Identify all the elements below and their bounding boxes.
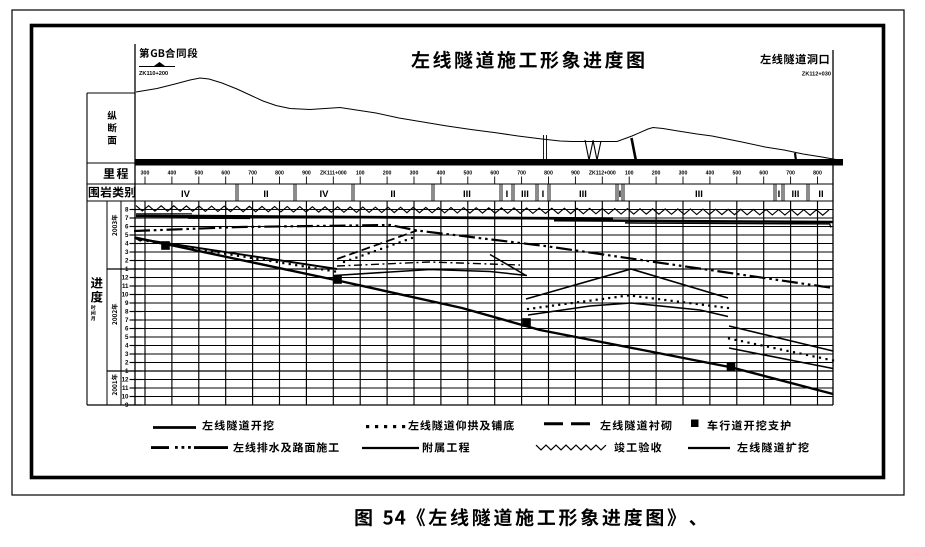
svg-text:800: 800 — [544, 171, 553, 177]
svg-text:ZK111+000: ZK111+000 — [320, 171, 347, 177]
svg-text:5: 5 — [125, 232, 129, 239]
svg-text:600: 600 — [221, 171, 230, 177]
svg-text:500: 500 — [194, 171, 203, 177]
svg-text:11: 11 — [122, 385, 129, 392]
svg-text:200: 200 — [652, 171, 661, 177]
svg-text:600: 600 — [490, 171, 499, 177]
svg-text:ZK110+200: ZK110+200 — [139, 71, 168, 77]
svg-text:I: I — [542, 189, 545, 200]
svg-text:1: 1 — [125, 266, 129, 273]
svg-text:I: I — [506, 189, 509, 200]
svg-text:700: 700 — [248, 171, 257, 177]
svg-text:100: 100 — [625, 171, 634, 177]
svg-text:ZK112+000: ZK112+000 — [589, 171, 616, 177]
svg-text:2: 2 — [125, 258, 129, 265]
svg-text:10: 10 — [122, 394, 129, 401]
svg-text:III: III — [792, 189, 800, 200]
svg-text:III: III — [695, 189, 703, 200]
svg-text:5: 5 — [125, 334, 129, 341]
svg-text:ZK112+030: ZK112+030 — [802, 72, 831, 78]
svg-text:300: 300 — [410, 171, 419, 177]
svg-text:1: 1 — [125, 368, 129, 375]
svg-text:III: III — [463, 189, 471, 200]
svg-text:400: 400 — [437, 171, 446, 177]
svg-text:10: 10 — [122, 292, 129, 299]
svg-text:300: 300 — [679, 171, 688, 177]
svg-text:600: 600 — [759, 171, 768, 177]
svg-text:I: I — [778, 189, 781, 200]
svg-text:II: II — [390, 189, 395, 200]
svg-text:3: 3 — [125, 249, 129, 256]
svg-text:400: 400 — [168, 171, 177, 177]
svg-text:IV: IV — [320, 189, 330, 200]
svg-text:500: 500 — [463, 171, 472, 177]
svg-text:7: 7 — [125, 215, 129, 222]
svg-text:II: II — [263, 189, 268, 200]
svg-text:8: 8 — [125, 309, 129, 316]
svg-text:800: 800 — [813, 171, 822, 177]
svg-text:500: 500 — [732, 171, 741, 177]
svg-text:200: 200 — [383, 171, 392, 177]
svg-text:900: 900 — [571, 171, 580, 177]
svg-text:7: 7 — [125, 317, 129, 324]
svg-text:2: 2 — [125, 360, 129, 367]
svg-text:12: 12 — [122, 377, 129, 384]
svg-text:I: I — [619, 189, 622, 200]
svg-text:6: 6 — [125, 224, 129, 231]
svg-text:400: 400 — [706, 171, 715, 177]
svg-text:9: 9 — [125, 300, 129, 307]
svg-text:4: 4 — [125, 241, 129, 248]
svg-text:11: 11 — [122, 283, 129, 290]
svg-text:300: 300 — [141, 171, 150, 177]
svg-text:9: 9 — [125, 402, 129, 409]
svg-text:700: 700 — [517, 171, 526, 177]
svg-text:3: 3 — [125, 351, 129, 358]
svg-text:III: III — [579, 189, 587, 200]
svg-text:100: 100 — [356, 171, 365, 177]
svg-text:900: 900 — [302, 171, 311, 177]
svg-text:II: II — [818, 189, 823, 200]
svg-text:IV: IV — [181, 189, 191, 200]
svg-text:6: 6 — [125, 326, 129, 333]
svg-text:800: 800 — [275, 171, 284, 177]
svg-text:700: 700 — [786, 171, 795, 177]
svg-text:12: 12 — [122, 275, 129, 282]
svg-text:8: 8 — [125, 207, 129, 214]
svg-text:4: 4 — [125, 343, 129, 350]
svg-text:III: III — [521, 189, 529, 200]
